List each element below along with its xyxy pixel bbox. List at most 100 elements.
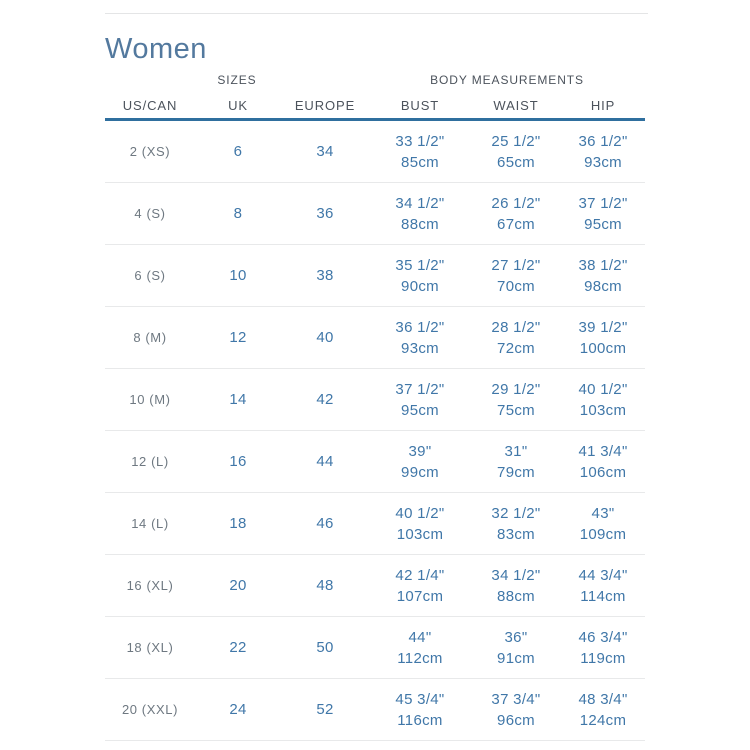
hip-cm: 114cm <box>580 587 626 605</box>
table-row: 6 (S) 10 38 35 1/2" 90cm 27 1/2" 70cm 38 1/2" 98… <box>105 244 646 307</box>
us-can-cell: 10 (M) <box>105 368 195 431</box>
waist-cm: 72cm <box>497 339 535 357</box>
hip-cell: 40 1/2" 103cm <box>561 368 646 431</box>
waist-cell: 31" 79cm <box>471 430 561 493</box>
bust-cm: 90cm <box>401 277 439 295</box>
bust-cm: 116cm <box>397 711 443 729</box>
uk-cell: 18 <box>195 492 281 555</box>
waist-inches: 31" <box>504 442 528 460</box>
hip-inches: 41 3/4" <box>578 442 628 460</box>
column-header-row: US/CAN UK EUROPE BUST WAIST HIP <box>105 92 646 121</box>
us-can-cell: 2 (XS) <box>105 119 195 183</box>
waist-inches: 29 1/2" <box>491 380 541 398</box>
europe-cell: 38 <box>281 244 369 307</box>
europe-cell: 50 <box>281 616 369 679</box>
hip-cm: 124cm <box>579 711 627 729</box>
uk-cell: 6 <box>195 119 281 183</box>
hip-cm: 95cm <box>584 215 622 233</box>
europe-cell: 40 <box>281 306 369 369</box>
hip-cell: 38 1/2" 98cm <box>561 244 646 307</box>
uk-cell: 24 <box>195 678 281 741</box>
group-header-sizes: SIZES <box>217 73 257 87</box>
bust-cell: 42 1/4" 107cm <box>369 554 471 617</box>
waist-cell: 36" 91cm <box>471 616 561 679</box>
bust-inches: 45 3/4" <box>395 690 445 708</box>
europe-cell: 48 <box>281 554 369 617</box>
waist-cm: 83cm <box>497 525 535 543</box>
bust-cell: 34 1/2" 88cm <box>369 182 471 245</box>
bust-cell: 45 3/4" 116cm <box>369 678 471 741</box>
bust-cm: 107cm <box>396 587 444 605</box>
hip-cell: 48 3/4" 124cm <box>561 678 646 741</box>
waist-cell: 34 1/2" 88cm <box>471 554 561 617</box>
uk-cell: 14 <box>195 368 281 431</box>
bust-cell: 37 1/2" 95cm <box>369 368 471 431</box>
waist-cell: 28 1/2" 72cm <box>471 306 561 369</box>
group-header-row: SIZES BODY MEASUREMENTS <box>105 68 645 92</box>
uk-cell: 20 <box>195 554 281 617</box>
bust-inches: 37 1/2" <box>395 380 445 398</box>
table-row: 14 (L) 18 46 40 1/2" 103cm 32 1/2" 83cm 43" 109c… <box>105 492 646 555</box>
bust-cm: 99cm <box>401 463 439 481</box>
waist-cm: 88cm <box>497 587 535 605</box>
column-header-europe: EUROPE <box>281 92 369 121</box>
table-row: 20 (XXL) 24 52 45 3/4" 116cm 37 3/4" 96cm 48 3/… <box>105 678 646 741</box>
bust-inches: 39" <box>408 442 432 460</box>
table-row: 18 (XL) 22 50 44" 112cm 36" 91cm 46 3/4" 119cm <box>105 616 646 679</box>
waist-cm: 91cm <box>497 649 535 667</box>
women-size-chart-table: SIZES BODY MEASUREMENTS US/CAN UK EUROPE… <box>105 68 646 741</box>
bust-cm: 88cm <box>401 215 439 233</box>
column-header-uk: UK <box>195 92 281 121</box>
table-body: 2 (XS) 6 34 33 1/2" 85cm 25 1/2" 65cm 36 1/2" 93… <box>105 119 646 741</box>
europe-cell: 34 <box>281 119 369 183</box>
hip-cm: 109cm <box>579 525 627 543</box>
waist-inches: 37 3/4" <box>491 690 541 708</box>
uk-cell: 22 <box>195 616 281 679</box>
column-header-hip: HIP <box>561 92 646 121</box>
hip-inches: 39 1/2" <box>578 318 628 336</box>
waist-inches: 25 1/2" <box>491 132 541 150</box>
page-title: Women <box>105 33 207 65</box>
waist-inches: 28 1/2" <box>491 318 541 336</box>
bust-inches: 33 1/2" <box>395 132 445 150</box>
table-row: 4 (S) 8 36 34 1/2" 88cm 26 1/2" 67cm 37 1/2" 95c… <box>105 182 646 245</box>
europe-cell: 52 <box>281 678 369 741</box>
bust-cm: 93cm <box>401 339 439 357</box>
hip-cm: 103cm <box>579 401 627 419</box>
hip-cm: 106cm <box>579 463 627 481</box>
hip-inches: 40 1/2" <box>578 380 628 398</box>
column-header-bust: BUST <box>369 92 471 121</box>
hip-cell: 44 3/4" 114cm <box>561 554 646 617</box>
bust-cell: 33 1/2" 85cm <box>369 119 471 183</box>
waist-inches: 36" <box>504 628 528 646</box>
uk-cell: 8 <box>195 182 281 245</box>
bust-cm: 103cm <box>396 525 444 543</box>
hip-inches: 37 1/2" <box>578 194 628 212</box>
bust-inches: 42 1/4" <box>395 566 445 584</box>
europe-cell: 46 <box>281 492 369 555</box>
us-can-cell: 8 (M) <box>105 306 195 369</box>
waist-cm: 67cm <box>497 215 535 233</box>
hip-inches: 46 3/4" <box>578 628 628 646</box>
bust-inches: 35 1/2" <box>395 256 445 274</box>
us-can-cell: 6 (S) <box>105 244 195 307</box>
waist-cell: 32 1/2" 83cm <box>471 492 561 555</box>
waist-cell: 26 1/2" 67cm <box>471 182 561 245</box>
hip-cell: 36 1/2" 93cm <box>561 119 646 183</box>
bust-inches: 40 1/2" <box>395 504 445 522</box>
hip-cm: 119cm <box>580 649 626 667</box>
bust-cell: 44" 112cm <box>369 616 471 679</box>
group-header-body-measurements: BODY MEASUREMENTS <box>430 73 584 87</box>
bust-cm: 95cm <box>401 401 439 419</box>
waist-cm: 96cm <box>497 711 535 729</box>
uk-cell: 12 <box>195 306 281 369</box>
us-can-cell: 12 (L) <box>105 430 195 493</box>
hip-cm: 100cm <box>579 339 627 357</box>
waist-cell: 25 1/2" 65cm <box>471 119 561 183</box>
bust-inches: 36 1/2" <box>395 318 445 336</box>
waist-inches: 34 1/2" <box>491 566 541 584</box>
hip-inches: 44 3/4" <box>578 566 628 584</box>
waist-cm: 65cm <box>497 153 535 171</box>
us-can-cell: 18 (XL) <box>105 616 195 679</box>
